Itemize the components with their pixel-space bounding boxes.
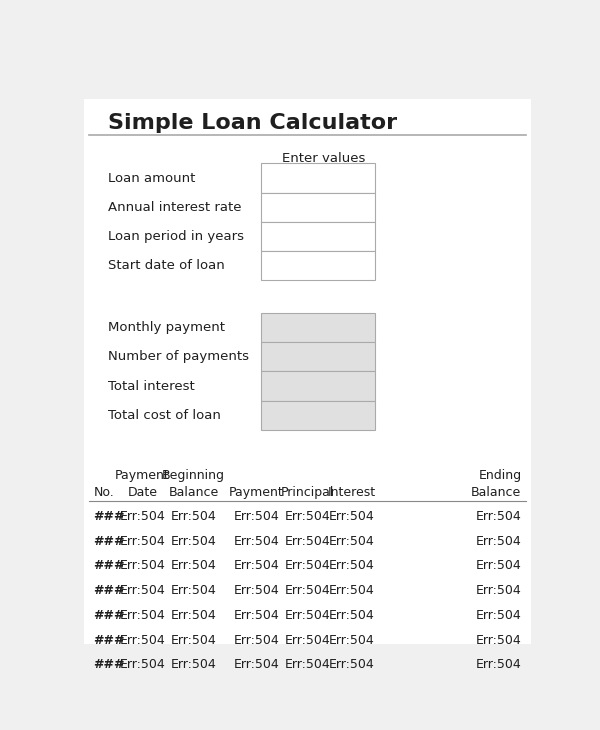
Text: Err:504: Err:504 [119, 534, 166, 548]
Text: Err:504: Err:504 [170, 584, 217, 597]
Text: Err:504: Err:504 [329, 510, 374, 523]
Text: Err:504: Err:504 [476, 510, 521, 523]
Text: Total cost of loan: Total cost of loan [107, 409, 220, 422]
Text: Err:504: Err:504 [476, 584, 521, 597]
Text: Loan period in years: Loan period in years [107, 230, 244, 243]
Text: Total interest: Total interest [107, 380, 194, 393]
Text: Enter values: Enter values [282, 153, 365, 165]
Text: Monthly payment: Monthly payment [107, 321, 224, 334]
Text: Err:504: Err:504 [329, 658, 374, 672]
Text: Err:504: Err:504 [170, 658, 217, 672]
Bar [261, 222, 375, 251]
Text: Balance: Balance [169, 486, 218, 499]
Text: Err:504: Err:504 [233, 559, 279, 572]
Text: Number of payments: Number of payments [107, 350, 248, 364]
Text: ###: ### [94, 634, 125, 647]
Text: Err:504: Err:504 [284, 609, 331, 622]
Text: ###: ### [94, 559, 125, 572]
Text: Beginning: Beginning [162, 469, 225, 483]
Text: Principal: Principal [281, 486, 334, 499]
Text: Err:504: Err:504 [119, 609, 166, 622]
Text: Date: Date [127, 486, 157, 499]
Text: Err:504: Err:504 [233, 510, 279, 523]
Text: Payment: Payment [229, 486, 284, 499]
Text: ###: ### [94, 658, 125, 672]
Text: Err:504: Err:504 [329, 534, 374, 548]
Text: Err:504: Err:504 [284, 510, 331, 523]
Text: Payment: Payment [115, 469, 170, 483]
Text: Err:504: Err:504 [284, 534, 331, 548]
Text: ###: ### [94, 510, 125, 523]
Text: Err:504: Err:504 [233, 609, 279, 622]
Text: Err:504: Err:504 [170, 559, 217, 572]
Text: Balance: Balance [471, 486, 521, 499]
Bar [261, 193, 375, 222]
Bar [261, 164, 375, 193]
Text: Simple Loan Calculator: Simple Loan Calculator [107, 113, 397, 133]
Text: Err:504: Err:504 [170, 510, 217, 523]
Text: Err:504: Err:504 [476, 559, 521, 572]
Bar [261, 313, 375, 342]
Text: Err:504: Err:504 [170, 634, 217, 647]
Text: Err:504: Err:504 [170, 609, 217, 622]
Text: Err:504: Err:504 [284, 634, 331, 647]
Text: Err:504: Err:504 [284, 658, 331, 672]
Text: Interest: Interest [328, 486, 376, 499]
Text: Ending: Ending [478, 469, 521, 483]
Text: Annual interest rate: Annual interest rate [107, 201, 241, 214]
Text: Err:504: Err:504 [476, 634, 521, 647]
Bar [261, 372, 375, 401]
Text: Err:504: Err:504 [476, 609, 521, 622]
Text: Err:504: Err:504 [233, 534, 279, 548]
Text: Err:504: Err:504 [329, 609, 374, 622]
Text: Err:504: Err:504 [329, 634, 374, 647]
Text: Err:504: Err:504 [329, 559, 374, 572]
Text: Err:504: Err:504 [284, 584, 331, 597]
Bar [261, 342, 375, 372]
Text: Err:504: Err:504 [119, 510, 166, 523]
Text: Start date of loan: Start date of loan [107, 259, 224, 272]
Text: Err:504: Err:504 [284, 559, 331, 572]
Text: Err:504: Err:504 [233, 634, 279, 647]
Text: ###: ### [94, 584, 125, 597]
Text: Err:504: Err:504 [170, 534, 217, 548]
Text: Err:504: Err:504 [233, 658, 279, 672]
Text: Err:504: Err:504 [119, 634, 166, 647]
Text: Err:504: Err:504 [476, 658, 521, 672]
Text: ###: ### [94, 534, 125, 548]
Text: Err:504: Err:504 [233, 584, 279, 597]
Bar [261, 401, 375, 430]
Text: Err:504: Err:504 [329, 584, 374, 597]
Text: No.: No. [94, 486, 115, 499]
Text: Err:504: Err:504 [119, 658, 166, 672]
Text: Err:504: Err:504 [119, 559, 166, 572]
Text: Err:504: Err:504 [476, 534, 521, 548]
Bar [261, 251, 375, 280]
Text: Err:504: Err:504 [119, 584, 166, 597]
Text: Loan amount: Loan amount [107, 172, 195, 185]
Text: ###: ### [94, 609, 125, 622]
